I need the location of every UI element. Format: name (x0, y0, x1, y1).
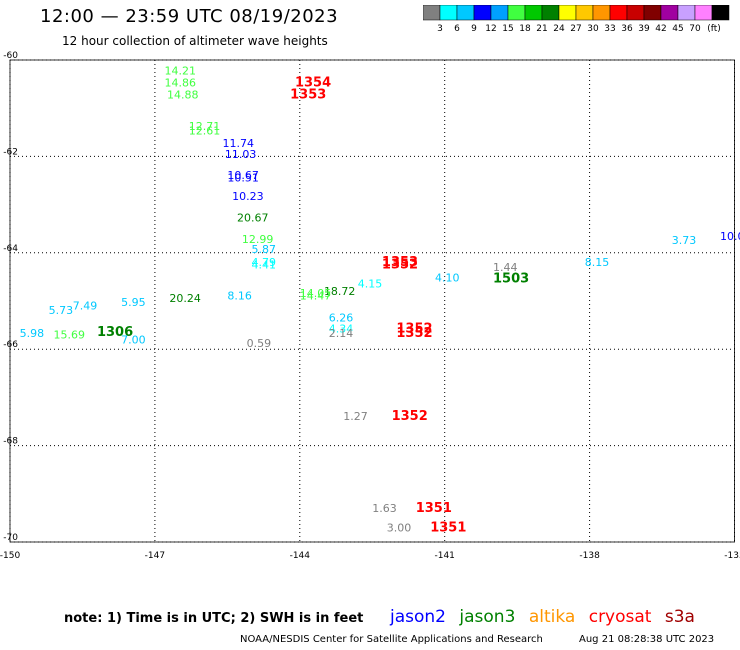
wave-height-label: 4.15 (358, 278, 383, 291)
wave-height-label: 14.88 (167, 89, 199, 102)
latitude-tick-label: -70 (3, 533, 18, 543)
wave-height-label: 3.00 (387, 521, 412, 534)
color-scale-label: 3 (437, 24, 443, 34)
color-scale-label: 70 (689, 24, 701, 34)
longitude-tick-label: -141 (434, 551, 454, 561)
latitude-tick-label: -66 (3, 340, 18, 350)
wave-height-label: 1.44 (493, 261, 518, 274)
wave-height-label: 15.69 (53, 329, 85, 342)
wave-height-label: 20.67 (237, 211, 269, 224)
wave-height-label: 1.27 (343, 410, 368, 423)
map-subtitle: 12 hour collection of altimeter wave hei… (62, 34, 328, 48)
legend-altika: altika (528, 607, 576, 627)
wave-height-label: 10.51 (227, 171, 259, 184)
wave-height-label: 11.03 (225, 148, 257, 161)
pass-id-label: 1353 (382, 255, 418, 270)
longitude-tick-label: -150 (0, 551, 20, 561)
color-scale-label: 27 (570, 24, 581, 34)
wave-height-label: 14.86 (165, 77, 197, 90)
longitude-tick-label: -144 (290, 551, 311, 561)
color-scale-label: 36 (621, 24, 633, 34)
wave-height-label: 10.23 (232, 190, 264, 203)
color-scale-label: 6 (454, 24, 460, 34)
color-scale-label: 12 (485, 24, 496, 34)
color-scale-label: 15 (502, 24, 513, 34)
pass-id-label: 1351 (416, 501, 452, 516)
wave-height-label: 4.79 (252, 256, 277, 269)
wave-height-label: 11.74 (223, 137, 255, 150)
color-scale-label: 9 (471, 24, 477, 34)
longitude-tick-label: -135 (724, 551, 740, 561)
legend-jason3: jason3 (459, 607, 516, 627)
wave-height-label: 20.24 (169, 292, 201, 305)
map-frame (9, 59, 735, 543)
wave-height-label: 12.71 (189, 120, 221, 133)
wave-height-label: 12.61 (189, 125, 221, 138)
latitude-tick-label: -64 (3, 244, 18, 254)
wave-height-label: 5.98 (20, 327, 45, 340)
wave-height-label: 2.14 (329, 327, 354, 340)
color-scale-label: 45 (672, 24, 683, 34)
pass-id-label: 1503 (493, 272, 529, 287)
longitude-tick-label: -138 (579, 551, 600, 561)
color-scale-bar: 3 6 9 12 15 18 21 24 27 30 33 36 39 42 45 70 (ft) (423, 5, 730, 34)
color-scale-label: 18 (519, 24, 531, 34)
wave-height-label: 14.05 (300, 287, 332, 300)
pass-id-label: 1351 (430, 520, 466, 535)
color-scale-label: 39 (638, 24, 650, 34)
wave-height-label: 5.87 (252, 243, 277, 256)
color-scale-label: 21 (536, 24, 547, 34)
wave-height-label: 4.34 (329, 322, 354, 335)
wave-height-label: 18.72 (324, 285, 356, 298)
wave-height-label: 14.47 (300, 290, 332, 303)
longitude-tick-label: -147 (145, 551, 165, 561)
legend-cryosat: cryosat (588, 607, 652, 627)
map-title: 12:00 — 23:59 UTC 08/19/2023 (40, 6, 339, 27)
satellite-legend: jason2 jason3 altika cryosat s3a (390, 607, 703, 627)
latitude-tick-label: -60 (3, 51, 18, 61)
wave-height-label: 6.26 (329, 312, 354, 325)
wave-height-label: 8.15 (585, 256, 610, 269)
pass-id-label: 1352 (382, 258, 418, 273)
color-scale-label: 24 (553, 24, 565, 34)
color-scale-unit: (ft) (707, 24, 721, 34)
pass-id-label: 1306 (97, 325, 133, 340)
wave-height-label: 12.99 (242, 233, 274, 246)
pass-id-label: 1352 (396, 321, 432, 336)
legend-s3a: s3a (664, 607, 695, 627)
credit-line: NOAA/NESDIS Center for Satellite Applica… (240, 634, 543, 645)
wave-height-label: 10.05 (720, 230, 740, 243)
color-scale-label: 42 (655, 24, 666, 34)
wave-height-label: 1.63 (372, 502, 397, 515)
generated-timestamp: Aug 21 08:28:38 UTC 2023 (579, 634, 715, 645)
wave-height-label: 5.95 (121, 296, 146, 309)
wave-height-label: 5.73 (49, 304, 74, 317)
pass-id-label: 1352 (392, 409, 428, 424)
latitude-tick-label: -68 (3, 437, 18, 447)
wave-height-label: 4.41 (252, 259, 277, 272)
legend-jason2: jason2 (390, 607, 446, 627)
wave-height-label: 8.16 (227, 290, 252, 303)
color-scale-label: 33 (604, 24, 615, 34)
wave-height-label: 0.59 (247, 337, 271, 350)
pass-id-label: 1354 (295, 76, 331, 91)
color-scale-label: 30 (587, 24, 599, 34)
pass-id-label: 1352 (396, 326, 432, 341)
color-swatch (711, 5, 730, 21)
latitude-tick-label: -62 (3, 147, 18, 157)
wave-height-label: 7.49 (73, 300, 98, 313)
wave-height-label: 7.00 (121, 333, 146, 346)
footer-note: note: 1) Time is in UTC; 2) SWH is in fe… (64, 611, 364, 626)
wave-height-label: 3.73 (672, 234, 697, 247)
wave-height-label: 4.10 (435, 272, 460, 285)
pass-id-label: 1353 (290, 88, 326, 103)
wave-height-label: 14.21 (165, 64, 197, 77)
wave-height-label: 10.67 (227, 169, 259, 182)
